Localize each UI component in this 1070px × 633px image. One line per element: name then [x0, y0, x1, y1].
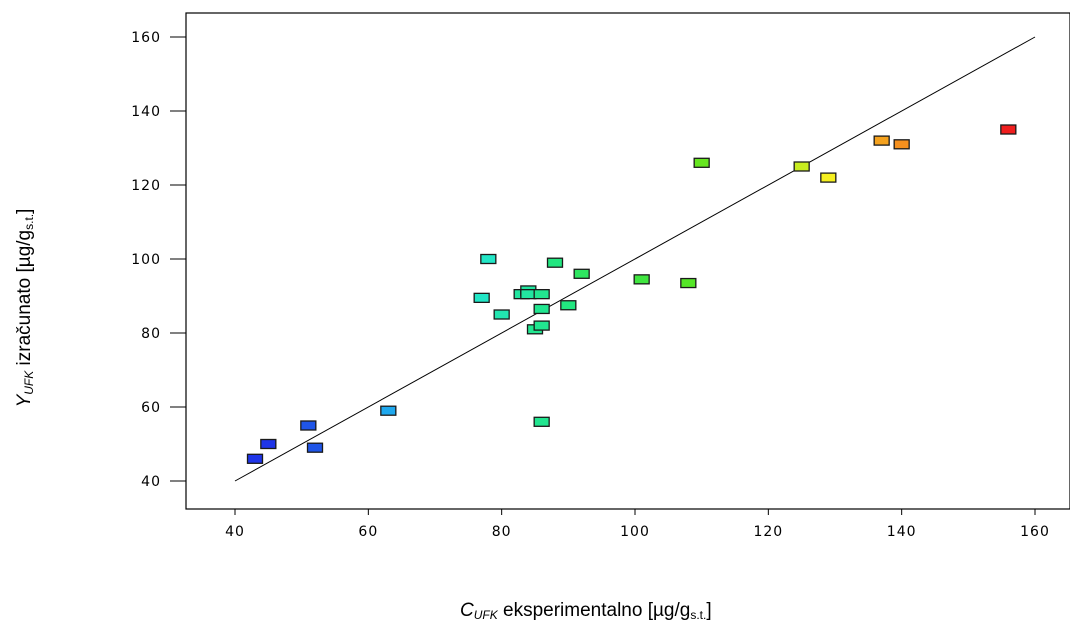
- y-tick-label: 40: [141, 474, 161, 490]
- y-axis: 40 60 80 100 120 140 160: [131, 30, 186, 490]
- data-point: [820, 172, 837, 183]
- x-tick-label: 160: [1020, 524, 1050, 540]
- reference-line: [234, 36, 1036, 482]
- data-point: [560, 300, 577, 311]
- data-point: [480, 253, 497, 265]
- data-point: [633, 274, 650, 285]
- data-point: [546, 257, 564, 268]
- data-point: [893, 139, 910, 150]
- x-axis-text: eksperimentalno [µg/g: [497, 600, 691, 621]
- y-tick-label: 60: [141, 400, 161, 416]
- x-axis-title: CUFK eksperimentalno [µg/gs.t.]: [460, 600, 712, 622]
- x-axis-close: ]: [706, 600, 712, 621]
- data-point: [680, 277, 697, 289]
- x-tick-label: 140: [887, 524, 917, 540]
- y-axis-title: YUFK izračunato [µg/gs.t.]: [14, 209, 36, 408]
- data-point: [473, 292, 490, 304]
- data-point: [246, 453, 264, 464]
- y-axis-unit-subscript: s.t.: [22, 213, 36, 230]
- y-tick-label: 100: [131, 252, 161, 268]
- x-tick-label: 80: [492, 524, 512, 540]
- x-tick-label: 100: [620, 524, 650, 540]
- data-point: [306, 442, 324, 453]
- y-axis-symbol-subscript: UFK: [22, 370, 36, 395]
- y-tick-label: 160: [131, 30, 161, 46]
- data-point: [873, 135, 890, 146]
- y-tick-label: 120: [131, 178, 161, 194]
- data-point: [793, 161, 810, 172]
- x-tick-label: 60: [358, 524, 378, 540]
- y-axis-text: izračunato [µg/g: [14, 229, 35, 371]
- x-axis-unit-subscript: s.t.: [690, 608, 707, 622]
- data-point: [533, 320, 550, 331]
- data-point: [1000, 124, 1017, 135]
- x-tick-label: 40: [225, 524, 245, 540]
- data-point: [533, 288, 550, 300]
- data-point: [533, 303, 550, 315]
- x-axis-symbol: C: [460, 600, 474, 621]
- data-point: [573, 268, 590, 279]
- x-tick-label: 120: [753, 524, 783, 540]
- plot-frame: [185, 12, 1070, 510]
- data-point: [300, 420, 317, 431]
- data-point: [493, 309, 510, 320]
- y-tick-label: 80: [141, 326, 161, 342]
- y-axis-close: ]: [14, 208, 35, 214]
- data-point: [533, 416, 550, 427]
- x-axis: 40 60 80 100 120 140 160: [225, 509, 1050, 540]
- data-point: [380, 405, 397, 416]
- data-point: [260, 438, 277, 450]
- data-point: [693, 157, 710, 168]
- x-axis-symbol-subscript: UFK: [473, 608, 498, 622]
- y-tick-label: 140: [131, 104, 161, 120]
- y-axis-symbol: Y: [14, 394, 35, 408]
- data-points: [246, 124, 1017, 464]
